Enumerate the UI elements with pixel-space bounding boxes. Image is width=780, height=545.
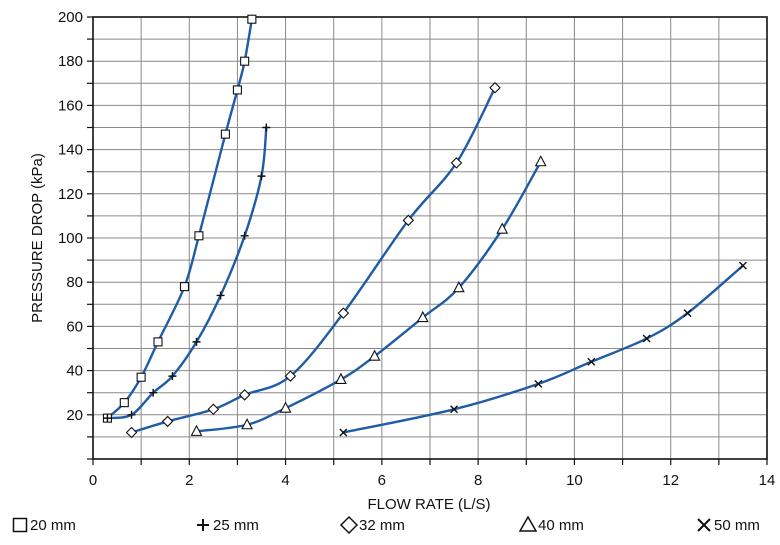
legend-label: 40 mm xyxy=(538,517,584,534)
y-tick-label: 140 xyxy=(58,142,83,159)
data-point-diamond xyxy=(337,307,350,319)
data-point-triangle xyxy=(368,349,381,361)
x-tick-label: 8 xyxy=(474,472,482,489)
data-point-triangle xyxy=(279,401,292,413)
data-point-triangle xyxy=(241,418,253,430)
data-point-diamond xyxy=(125,426,138,439)
x-tick-label: 4 xyxy=(281,472,289,489)
data-point-square xyxy=(194,231,204,241)
data-point-x xyxy=(339,428,348,437)
legend-label: 32 mm xyxy=(359,517,405,534)
x-axis-title: FLOW RATE (L/S) xyxy=(367,496,490,513)
legend-label: 25 mm xyxy=(213,517,259,534)
data-point-triangle xyxy=(534,155,547,167)
data-point-triangle xyxy=(416,310,429,323)
x-tick-label: 14 xyxy=(759,472,776,489)
data-point-square xyxy=(232,85,242,95)
y-tick-label: 100 xyxy=(58,230,83,247)
legend-plus-icon xyxy=(197,519,209,531)
y-tick-label: 80 xyxy=(66,274,83,291)
legend-label: 50 mm xyxy=(714,517,760,534)
data-point-square xyxy=(220,129,230,139)
data-point-triangle xyxy=(496,222,509,234)
x-tick-label: 10 xyxy=(566,472,583,489)
y-tick-label: 120 xyxy=(58,186,83,203)
data-point-square xyxy=(153,337,163,347)
legend-diamond-icon xyxy=(339,515,359,535)
trend-curve xyxy=(106,18,254,420)
data-point-triangle xyxy=(335,372,347,384)
y-axis-title: PRESSURE DROP (kPa) xyxy=(29,153,46,323)
data-point-diamond xyxy=(450,157,463,169)
y-tick-label: 160 xyxy=(58,97,83,114)
data-point-plus xyxy=(216,291,225,300)
data-point-diamond xyxy=(161,415,174,428)
data-point-square xyxy=(240,56,250,66)
trend-curve xyxy=(342,264,745,434)
y-tick-label: 20 xyxy=(66,407,83,424)
data-point-x xyxy=(683,309,692,318)
y-tick-label: 40 xyxy=(66,363,83,380)
data-point-x xyxy=(738,261,747,270)
data-point-plus xyxy=(240,231,249,240)
legend-square-icon xyxy=(12,517,28,533)
data-point-plus xyxy=(168,372,177,381)
grid xyxy=(92,16,768,460)
data-point-diamond xyxy=(284,370,297,382)
data-point-diamond xyxy=(207,403,220,416)
y-tick-label: 180 xyxy=(58,53,83,70)
x-tick-label: 0 xyxy=(89,472,97,489)
legend: 20 mm 25 mm 32 mm 40 mm 50 mm xyxy=(12,515,760,535)
data-point-square xyxy=(119,398,129,408)
y-tick-label: 60 xyxy=(66,318,83,335)
data-point-plus xyxy=(257,172,266,181)
data-point-square xyxy=(247,14,257,24)
data-point-plus xyxy=(149,388,158,397)
legend-label: 20 mm xyxy=(30,517,76,534)
tick-labels: 0 2 4 6 8 10 12 14 20 40 60 80 100 120 140 160 180 200 xyxy=(58,9,775,489)
data-point-diamond xyxy=(402,214,415,227)
x-tick-label: 6 xyxy=(378,472,386,489)
trend-curve xyxy=(195,160,542,433)
axes xyxy=(87,16,768,465)
legend-x-icon xyxy=(697,518,711,532)
trend-curve xyxy=(106,126,268,420)
data-point-plus xyxy=(192,337,201,346)
data-point-diamond xyxy=(489,81,501,94)
x-tick-label: 2 xyxy=(185,472,193,489)
data-point-x xyxy=(450,405,459,414)
data-point-plus xyxy=(103,414,112,423)
trend-curve xyxy=(130,86,497,434)
x-tick-label: 12 xyxy=(662,472,679,489)
data-markers xyxy=(102,14,747,439)
data-point-x xyxy=(642,334,651,343)
y-tick-label: 200 xyxy=(58,9,83,26)
data-point-triangle xyxy=(452,281,465,293)
data-point-x xyxy=(534,379,543,388)
legend-triangle-icon xyxy=(518,515,538,532)
data-point-diamond xyxy=(238,389,251,401)
data-point-square xyxy=(136,372,146,382)
data-point-x xyxy=(587,357,596,366)
data-point-triangle xyxy=(190,424,203,436)
data-point-plus xyxy=(262,123,271,132)
data-point-square xyxy=(179,282,190,292)
data-point-plus xyxy=(127,410,136,419)
